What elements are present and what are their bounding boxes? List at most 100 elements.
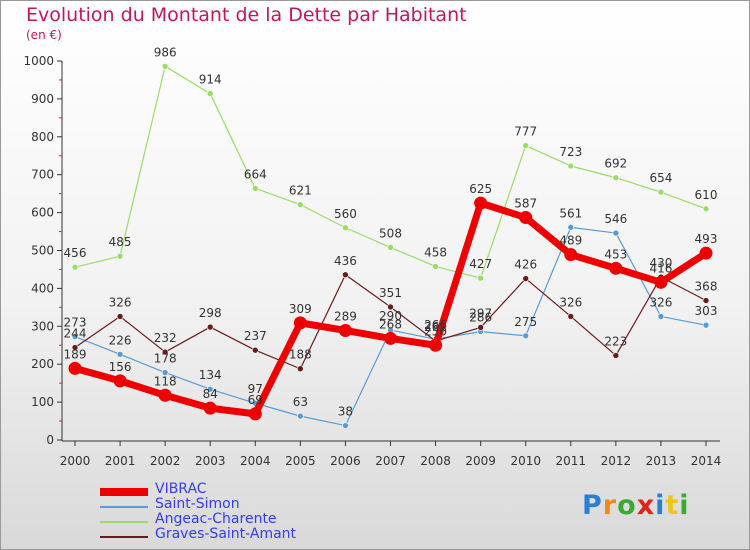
data-point [71, 333, 79, 340]
data-point [567, 224, 575, 231]
data-label: 723 [559, 145, 582, 159]
data-point [161, 348, 169, 356]
data-point [657, 188, 665, 196]
data-point [297, 412, 304, 420]
y-tick-label: 900 [31, 92, 54, 106]
data-point [116, 252, 124, 260]
logo-letter: i [679, 490, 690, 521]
y-tick-label: 800 [31, 130, 54, 144]
data-point [206, 323, 214, 331]
data-label: 430 [649, 256, 672, 270]
logo-letter: P [582, 490, 603, 521]
data-point [432, 263, 439, 270]
logo-letter: r [602, 490, 618, 521]
x-tick-label: 2009 [465, 454, 496, 468]
data-point [206, 385, 214, 393]
legend-label: Saint-Simon [155, 496, 240, 512]
data-label: 456 [64, 246, 87, 260]
data-label: 84 [203, 387, 218, 401]
data-point [68, 361, 82, 375]
data-point [522, 275, 530, 282]
data-point [251, 185, 259, 192]
x-tick-label: 2001 [105, 454, 136, 468]
data-label: 244 [64, 327, 87, 341]
data-point [387, 244, 394, 251]
data-point [477, 324, 484, 331]
data-label: 286 [469, 311, 492, 325]
x-tick-label: 2013 [646, 454, 677, 468]
data-label: 178 [154, 352, 177, 366]
data-point [564, 248, 578, 262]
data-label: 986 [154, 45, 177, 59]
data-label: 309 [289, 302, 312, 316]
data-point [338, 323, 352, 337]
x-tick-label: 2010 [510, 454, 541, 468]
data-label: 508 [379, 226, 402, 240]
legend-label: VIBRAC [155, 481, 207, 497]
x-tick-label: 2006 [330, 454, 361, 468]
y-tick-label: 500 [31, 244, 54, 258]
data-point [567, 313, 575, 320]
data-label: 560 [334, 207, 357, 221]
legend-swatch [100, 487, 148, 496]
data-label: 97 [248, 382, 263, 396]
data-label: 625 [469, 182, 492, 196]
legend-swatch [100, 535, 148, 538]
data-label: 436 [334, 254, 357, 268]
data-label: 621 [289, 184, 312, 198]
data-label: 275 [514, 315, 537, 329]
logo-letter: t [665, 490, 680, 521]
data-label: 298 [199, 306, 222, 320]
data-label: 777 [514, 125, 537, 139]
logo-letter: i [655, 490, 666, 521]
data-point [206, 90, 214, 97]
x-tick-label: 2011 [556, 454, 587, 468]
data-point [702, 321, 710, 329]
data-point [113, 374, 127, 388]
y-tick-label: 200 [31, 357, 54, 371]
data-point [297, 201, 304, 208]
data-label: 226 [109, 333, 132, 347]
data-point [71, 263, 79, 271]
chart-title: Evolution du Montant de la Dette par Hab… [26, 4, 467, 26]
data-label: 118 [154, 374, 177, 388]
data-label: 261 [424, 320, 447, 334]
data-label: 485 [109, 235, 132, 249]
data-point [702, 205, 710, 213]
data-point [612, 352, 620, 359]
data-point [384, 331, 397, 345]
data-point [519, 211, 533, 225]
data-label: 692 [604, 157, 627, 171]
x-tick-label: 2007 [375, 454, 406, 468]
legend-label: Graves-Saint-Amant [155, 526, 297, 542]
data-label: 493 [695, 232, 718, 246]
data-label: 326 [109, 295, 132, 309]
data-label: 223 [604, 334, 627, 348]
logo-letter: o [617, 490, 637, 521]
data-label: 189 [64, 347, 87, 361]
y-tick-label: 0 [46, 433, 54, 447]
data-point [477, 274, 484, 282]
data-point [71, 344, 79, 351]
data-point [116, 313, 124, 320]
data-label: 587 [514, 197, 537, 211]
data-point [567, 162, 575, 170]
data-point [293, 316, 307, 330]
data-point [342, 271, 349, 279]
data-point [161, 369, 169, 376]
x-tick-label: 2014 [691, 454, 722, 468]
data-label: 326 [559, 295, 582, 309]
data-label: 427 [469, 257, 492, 271]
data-label: 664 [244, 167, 267, 181]
data-point [654, 275, 668, 289]
data-label: 232 [154, 331, 177, 345]
data-label: 290 [379, 309, 402, 323]
data-point [387, 303, 394, 311]
data-label: 368 [695, 280, 718, 294]
data-label: 561 [559, 206, 582, 220]
data-point [612, 174, 620, 182]
y-tick-label: 1000 [23, 54, 54, 68]
data-label: 237 [244, 329, 267, 343]
